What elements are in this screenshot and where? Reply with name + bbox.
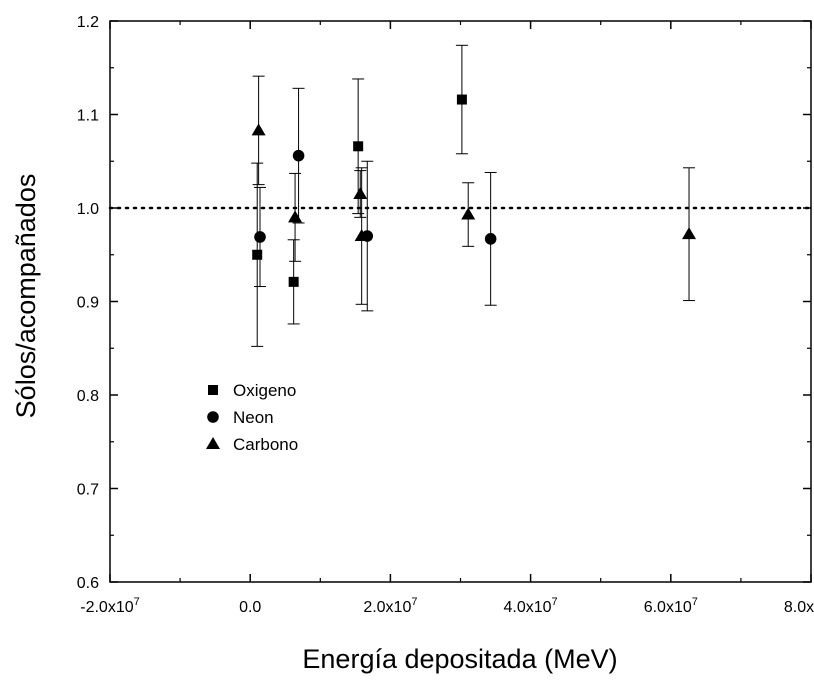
y-axis-title: Sólos/acompañados <box>11 174 41 419</box>
x-tick-label: 6.0x107 <box>644 596 698 616</box>
square-point <box>353 141 364 152</box>
square-point <box>252 249 263 260</box>
triangle-point <box>353 186 368 199</box>
y-tick-label: 0.9 <box>77 295 99 312</box>
y-tick-label: 1.0 <box>77 201 99 218</box>
triangle-point <box>354 229 369 242</box>
square-point <box>288 276 299 287</box>
legend-label: Oxigeno <box>233 381 296 400</box>
y-tick-label: 0.6 <box>77 575 99 592</box>
circle-point <box>254 231 266 243</box>
x-tick-label: 4.0x107 <box>504 596 558 616</box>
circle-point <box>292 149 305 162</box>
x-tick-label: 2.0x107 <box>363 596 417 616</box>
y-tick-label: 0.7 <box>77 482 99 499</box>
triangle-point <box>288 210 303 223</box>
legend-label: Neon <box>233 408 274 427</box>
x-tick-label: -2.0x107 <box>80 596 140 616</box>
y-axis: 0.6 0.7 0.8 0.9 1.0 1.1 1.2 <box>77 14 811 592</box>
legend-triangle-icon <box>206 437 220 449</box>
legend-circle-icon <box>207 411 219 423</box>
legend-square-icon <box>208 385 218 395</box>
data-series <box>251 44 697 347</box>
triangle-point <box>461 207 476 220</box>
y-tick-label: 1.2 <box>77 14 99 31</box>
triangle-point <box>251 123 266 136</box>
legend-label: Carbono <box>233 435 298 454</box>
y-tick-label: 1.1 <box>77 108 99 125</box>
x-tick-label: 8.0x107 <box>784 596 814 616</box>
series-carbono <box>251 75 697 305</box>
x-axis: -2.0x107 0.0 2.0x107 4.0x107 6.0x107 8.0x107 <box>80 21 814 616</box>
triangle-point <box>682 227 697 240</box>
circle-point <box>484 233 497 245</box>
series-neon <box>254 87 497 312</box>
y-tick-label: 0.8 <box>77 388 99 405</box>
x-tick-label: 0.0 <box>239 599 261 616</box>
series-oxigeno <box>251 44 468 347</box>
plot-frame <box>109 20 812 583</box>
square-point <box>456 94 467 105</box>
x-axis-title: Energía depositada (MeV) <box>302 644 617 674</box>
legend: Oxigeno Neon Carbono <box>206 381 298 454</box>
